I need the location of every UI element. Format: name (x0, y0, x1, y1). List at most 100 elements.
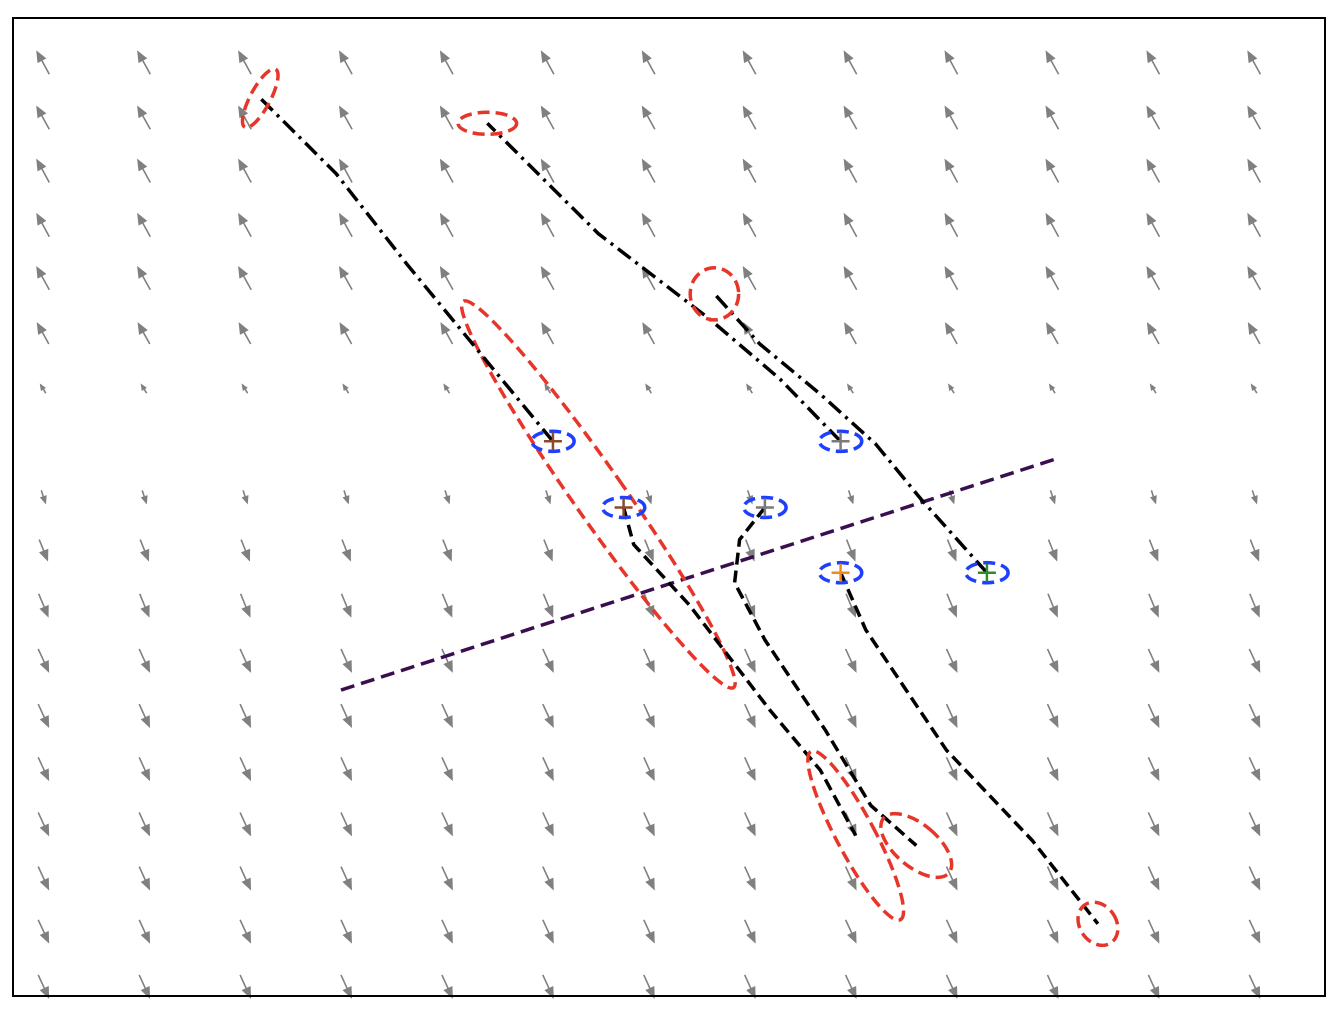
vector-arrow (541, 322, 555, 345)
vector-arrow (540, 158, 555, 183)
vector-arrow (542, 703, 554, 729)
vector-arrow (845, 539, 856, 562)
vector-arrow (946, 593, 958, 618)
vector-arrow (443, 490, 451, 505)
vector-arrow (339, 105, 353, 130)
vector-arrow (36, 158, 51, 183)
vector-arrow (340, 866, 352, 891)
vector-arrow (1046, 812, 1059, 837)
vector-arrow (1248, 974, 1261, 999)
vector-arrow (1248, 648, 1261, 673)
end-ellipse (688, 266, 741, 322)
trajectory-line (621, 507, 858, 837)
vector-arrow (743, 703, 756, 729)
vector-arrow (643, 974, 655, 999)
vector-arrow (743, 812, 756, 837)
vector-arrow (239, 919, 252, 944)
vector-arrow (1146, 322, 1160, 345)
vector-arrow (1046, 648, 1059, 673)
vector-arrow (743, 974, 756, 999)
vector-arrow (239, 648, 252, 673)
vector-arrow (1047, 539, 1058, 562)
vector-arrow (1250, 383, 1258, 394)
vector-arrow (441, 974, 453, 999)
vector-arrow (1247, 265, 1262, 291)
vector-arrow (540, 265, 555, 291)
vector-arrow (340, 919, 352, 944)
vector-arrow (339, 322, 353, 345)
vector-arrow (1046, 322, 1059, 345)
vector-arrow (340, 703, 352, 729)
vector-arrow (140, 490, 148, 505)
vector-arrow (239, 812, 252, 837)
vector-arrow (439, 158, 454, 183)
vector-arrow (37, 756, 50, 782)
vector-arrow (948, 383, 955, 394)
vector-arrow (843, 50, 858, 75)
vector-arrow (944, 322, 958, 345)
vector-arrow (238, 158, 252, 183)
vector-arrow (239, 866, 252, 891)
vector-arrow (439, 266, 454, 291)
vector-arrow (643, 919, 655, 944)
vector-arrow (542, 866, 554, 891)
vector-arrow (36, 50, 51, 75)
vector-arrow (1249, 539, 1260, 562)
vector-arrow (240, 539, 251, 562)
vector-arrow (540, 212, 555, 238)
vector-arrow (643, 648, 655, 673)
vector-arrow (1148, 539, 1159, 562)
vector-arrow (138, 812, 151, 837)
vector-arrow (844, 322, 857, 345)
start-ellipse (529, 429, 576, 454)
end-ellipse (456, 110, 519, 137)
vector-arrow (340, 812, 352, 837)
vector-arrow (137, 212, 152, 238)
vector-arrow (1146, 212, 1161, 238)
vector-arrow (238, 105, 252, 130)
vector-arrow (137, 158, 152, 183)
vector-arrow (1147, 756, 1160, 782)
vector-arrow (441, 812, 453, 837)
vector-arrow (641, 50, 656, 75)
vector-arrow (542, 974, 554, 999)
vector-arrow (1249, 593, 1260, 618)
vector-arrow (847, 490, 854, 505)
vector-arrow (645, 490, 653, 505)
vector-arrow (944, 105, 959, 130)
vector-arrow (844, 974, 857, 999)
vector-arrow (1147, 648, 1160, 673)
vector-arrow (742, 50, 757, 75)
vector-arrow (339, 50, 353, 75)
vector-arrow (945, 919, 958, 944)
vector-arrow (1248, 756, 1261, 782)
vector-arrow (1146, 158, 1161, 183)
vector-arrow (39, 490, 47, 505)
vector-arrow (1045, 212, 1060, 238)
vector-arrow (441, 703, 453, 729)
vector-arrow (137, 105, 152, 130)
trajectory-line (486, 122, 842, 443)
vector-arrow (1247, 158, 1262, 183)
vector-arrow (1248, 703, 1261, 729)
vector-arrow (340, 648, 352, 673)
vector-arrow (138, 919, 151, 944)
vector-arrow (1147, 974, 1160, 999)
vector-arrow (340, 756, 352, 782)
vector-arrow (743, 648, 756, 673)
vector-arrow (945, 648, 958, 673)
vector-arrow (138, 703, 151, 729)
vector-arrow (742, 105, 757, 130)
vector-arrow (542, 756, 554, 782)
vector-arrow (945, 812, 958, 837)
vector-arrow (442, 539, 453, 562)
vector-arrow (1248, 866, 1261, 891)
vector-arrow (37, 974, 50, 999)
start-ellipse (741, 495, 788, 520)
vector-arrow (544, 383, 552, 394)
vector-arrow (641, 105, 656, 130)
vector-arrow (945, 866, 958, 891)
vector-arrow (844, 648, 857, 673)
vector-arrow (944, 158, 959, 183)
